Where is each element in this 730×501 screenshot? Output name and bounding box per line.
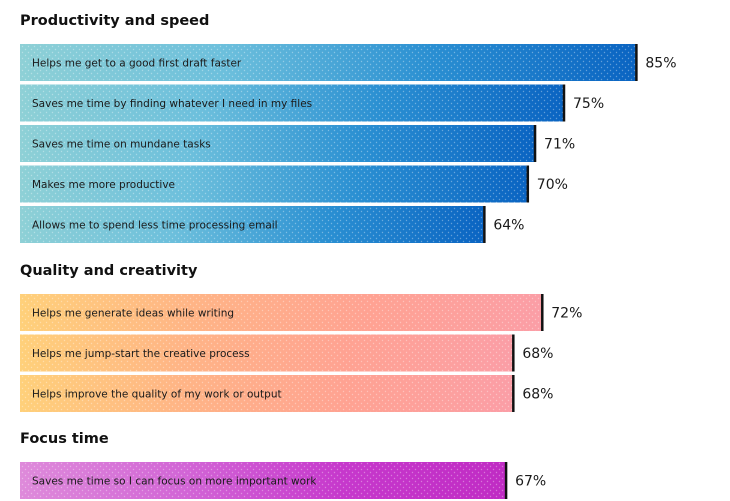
bar-texture [20, 334, 513, 372]
bar-label: Helps me get to a good first draft faste… [32, 58, 242, 70]
section-title: Quality and creativity [20, 263, 198, 279]
value-label: 75% [573, 96, 604, 112]
bar-group-quality-and-creativity: Quality and creativity Helps me generate … [20, 263, 582, 412]
value-label: 68% [522, 387, 553, 403]
bar-label: Helps me generate ideas while writing [32, 308, 234, 320]
bar-label: Saves me time so I can focus on more imp… [32, 476, 317, 488]
value-label: 64% [493, 218, 524, 234]
value-label: 72% [551, 306, 582, 322]
chart-body: Productivity and speed Helps me get to a … [20, 13, 677, 499]
bar-texture [20, 44, 636, 81]
section-title: Productivity and speed [20, 13, 209, 29]
bar-texture [20, 206, 484, 243]
bar-label: Saves me time on mundane tasks [32, 139, 211, 151]
bar-label: Makes me more productive [32, 179, 175, 191]
bar-group-productivity-and-speed: Productivity and speed Helps me get to a … [20, 13, 677, 243]
bar-label: Allows me to spend less time processing … [32, 220, 278, 232]
bar-texture [20, 462, 506, 499]
value-label: 85% [645, 56, 676, 72]
value-label: 70% [537, 177, 568, 193]
bar-texture [20, 375, 513, 412]
bar-label: Helps me jump-start the creative process [32, 348, 250, 360]
bar-texture [20, 84, 563, 122]
bar-texture [20, 165, 527, 203]
bar-label: Saves me time by finding whatever I need… [32, 98, 312, 110]
value-label: 68% [522, 346, 553, 362]
value-label: 67% [515, 474, 546, 490]
value-label: 71% [544, 137, 575, 153]
bar-label: Helps improve the quality of my work or … [32, 389, 282, 401]
bar-texture [20, 125, 535, 162]
bar-group-focus-time: Focus time Saves me time so I can focus o… [20, 431, 546, 499]
section-title: Focus time [20, 431, 109, 447]
bar-texture [20, 294, 542, 331]
